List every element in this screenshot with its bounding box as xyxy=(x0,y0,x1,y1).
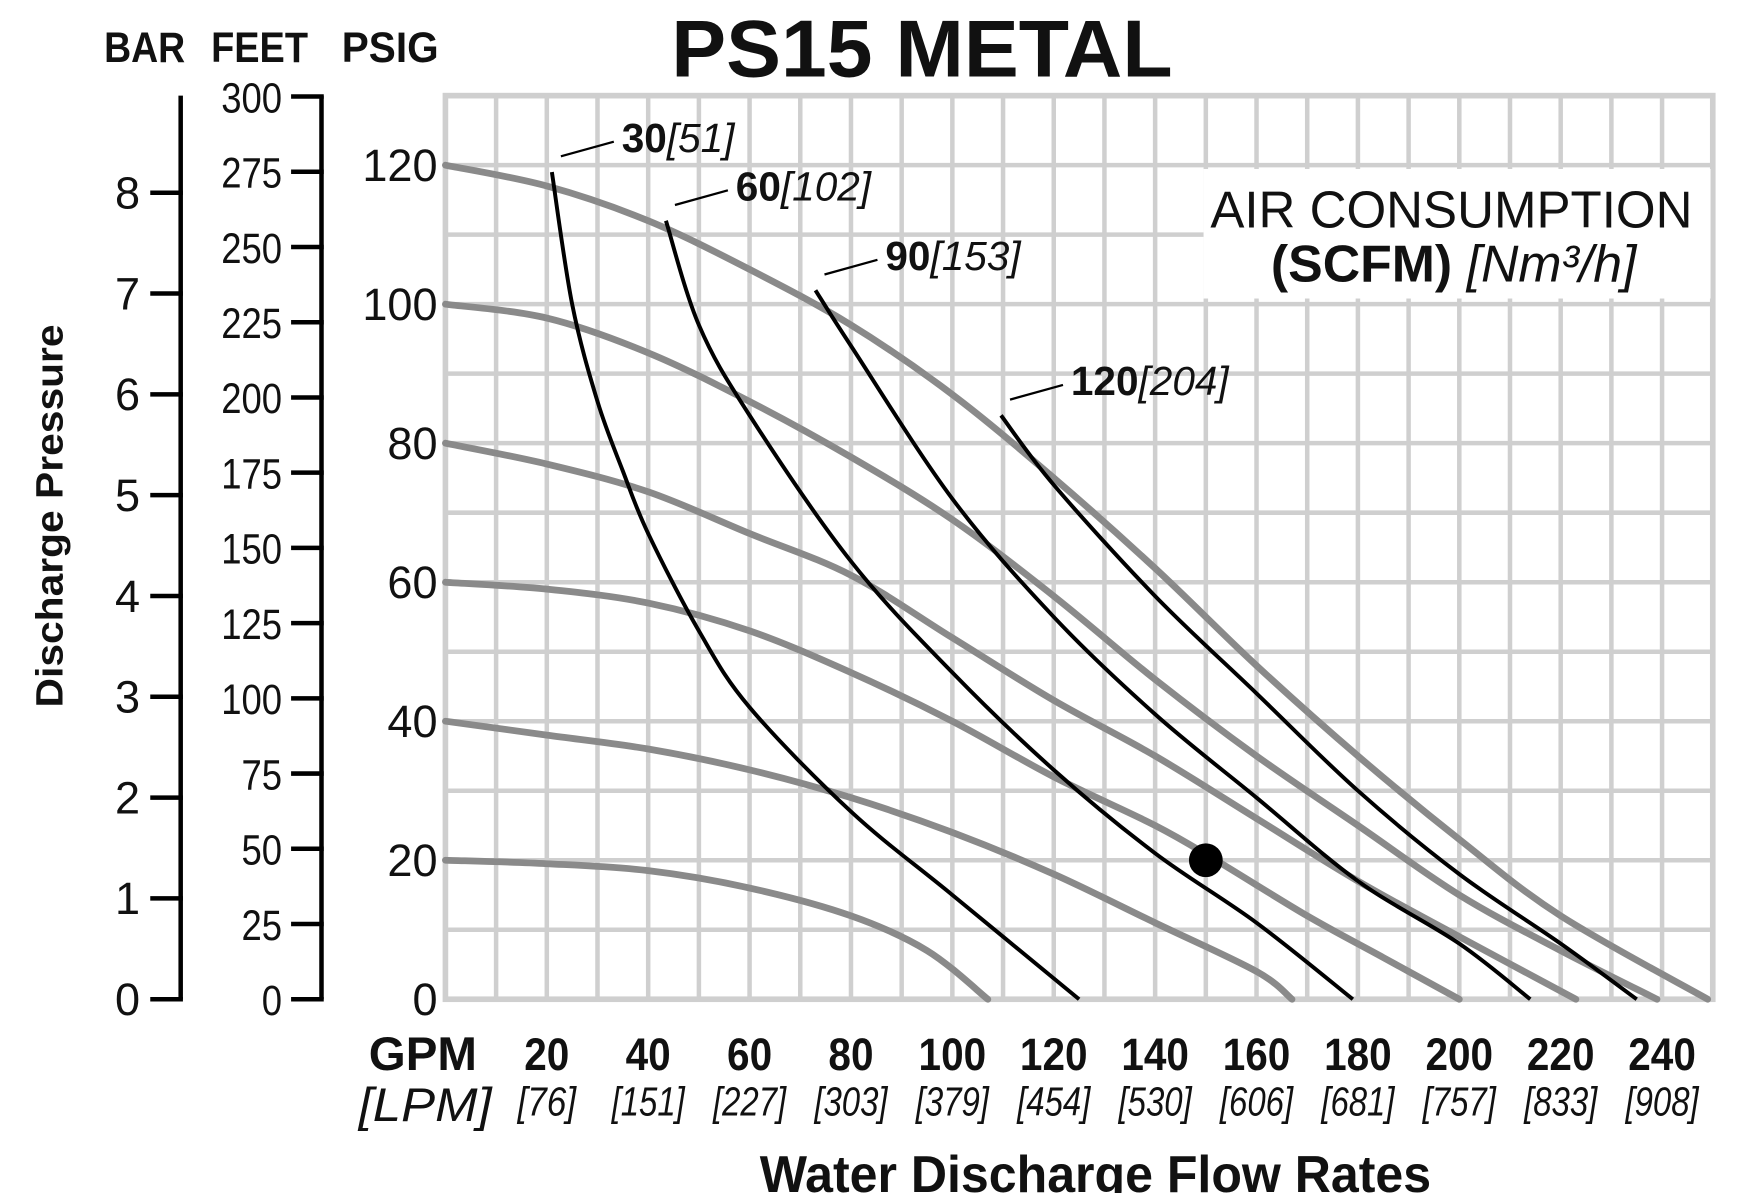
x-tick-lpm-label: [151] xyxy=(611,1078,686,1124)
air-consumption-curve xyxy=(813,289,1532,1001)
psig-tick-label: 80 xyxy=(387,418,437,469)
chart-title: PS15 METAL xyxy=(671,5,1172,95)
psig-tick-label: 120 xyxy=(362,140,437,191)
feet-tick-label: 100 xyxy=(221,676,282,724)
psig-axis-label: PSIG xyxy=(342,24,439,72)
bar-tick-label: 6 xyxy=(115,369,140,420)
legend-unit-bold: (SCFM) xyxy=(1271,235,1452,293)
x-tick-lpm-label: [757] xyxy=(1422,1078,1497,1124)
air-curve-label-leader xyxy=(560,140,615,158)
grid xyxy=(442,92,1716,1003)
x-tick-gpm-label: 80 xyxy=(828,1029,873,1080)
x-tick-lpm-label: [908] xyxy=(1625,1078,1700,1124)
air-curve-label-nm3h: [153] xyxy=(929,233,1022,279)
x-tick-lpm-label: [227] xyxy=(712,1078,787,1124)
air-curve-label-leader xyxy=(674,189,729,207)
air-curve-label: 60[102] xyxy=(736,163,873,209)
bar-tick-label: 2 xyxy=(115,772,140,823)
x-tick-gpm-label: 160 xyxy=(1223,1029,1291,1080)
pressure-curve xyxy=(442,161,1712,1003)
y-axis-title: Discharge Pressure xyxy=(28,324,71,707)
air-curve-label-scfm: 120 xyxy=(1071,358,1139,404)
legend-background xyxy=(1203,168,1711,299)
feet-tick-label: 0 xyxy=(262,977,282,1025)
x-tick-gpm-label: 100 xyxy=(919,1029,987,1080)
pressure-curve xyxy=(442,856,992,1003)
psig-tick-label: 40 xyxy=(387,696,437,747)
x-tick-lpm-label: [681] xyxy=(1320,1078,1395,1124)
feet-tick-label: 200 xyxy=(221,375,282,423)
x-tick-lpm-label: [833] xyxy=(1523,1078,1598,1124)
x-tick-lpm-label: [379] xyxy=(915,1078,990,1124)
x-tick-gpm-label: 200 xyxy=(1426,1029,1494,1080)
psig-tick-label: 60 xyxy=(387,557,437,608)
bar-axis-label: BAR xyxy=(104,24,185,72)
air-curve-label-nm3h: [204] xyxy=(1138,358,1231,404)
bar-tick-label: 1 xyxy=(115,873,140,924)
feet-tick-label: 150 xyxy=(221,526,282,574)
x-tick-gpm-label: 220 xyxy=(1527,1029,1595,1080)
x-axis-title: Water Discharge Flow Rates xyxy=(760,1145,1431,1193)
x-tick-lpm-label: [530] xyxy=(1118,1078,1193,1124)
psig-tick-label: 0 xyxy=(412,974,437,1025)
x-unit-secondary: [LPM] xyxy=(358,1079,494,1132)
air-curve-label-scfm: 90 xyxy=(885,233,930,279)
air-curve-label-leader xyxy=(1009,383,1064,401)
x-tick-lpm-label: [76] xyxy=(517,1078,578,1124)
feet-tick-label: 125 xyxy=(221,601,282,649)
air-curve-label-nm3h: [102] xyxy=(780,163,873,209)
x-tick-gpm-label: 240 xyxy=(1628,1029,1696,1080)
x-tick-gpm-label: 60 xyxy=(727,1029,772,1080)
feet-tick-label: 250 xyxy=(221,225,282,273)
bar-tick-label: 0 xyxy=(115,974,140,1025)
feet-tick-label: 50 xyxy=(242,827,283,875)
air-consumption-curve xyxy=(549,171,1081,1001)
x-tick-gpm-label: 120 xyxy=(1020,1029,1088,1080)
axes: 0204060801001200255075100125150175200225… xyxy=(115,74,1700,1124)
bar-tick-label: 4 xyxy=(115,571,140,622)
feet-tick-label: 225 xyxy=(221,300,282,348)
air-consumption-curve xyxy=(999,414,1638,1001)
feet-tick-label: 300 xyxy=(221,74,282,122)
x-tick-lpm-label: [454] xyxy=(1016,1078,1091,1124)
x-tick-lpm-label: [303] xyxy=(814,1078,889,1124)
air-curve-label-leader xyxy=(824,258,878,276)
x-tick-gpm-label: 140 xyxy=(1121,1029,1189,1080)
air-curve-label-nm3h: [51] xyxy=(666,115,736,161)
bar-tick-label: 8 xyxy=(115,168,140,219)
air-curve-label: 30[51] xyxy=(622,115,736,161)
air-curve-label-scfm: 30 xyxy=(622,115,667,161)
legend-title: AIR CONSUMPTION xyxy=(1210,181,1692,239)
feet-tick-label: 175 xyxy=(221,450,282,498)
air-curve-label: 90[153] xyxy=(885,233,1022,279)
psig-tick-label: 100 xyxy=(362,279,437,330)
pressure-curve xyxy=(442,300,1661,1003)
feet-tick-label: 275 xyxy=(221,150,282,198)
air-consumption-curve xyxy=(664,220,1355,1001)
x-tick-gpm-label: 40 xyxy=(626,1029,671,1080)
x-unit-primary: GPM xyxy=(369,1028,477,1081)
psig-tick-label: 20 xyxy=(387,835,437,886)
operating-point-marker xyxy=(1188,843,1223,878)
air-curve-label-scfm: 60 xyxy=(736,163,781,209)
bar-tick-label: 5 xyxy=(115,470,140,521)
pressure-curve xyxy=(442,578,1463,1003)
curves: 30[51]60[102] 90[153] 120[204] xyxy=(442,115,1712,1003)
pressure-curve xyxy=(442,717,1296,1003)
bar-tick-label: 3 xyxy=(115,672,140,723)
x-tick-gpm-label: 20 xyxy=(524,1029,569,1080)
legend-unit: (SCFM) [Nm³/h] xyxy=(1271,235,1638,293)
feet-tick-label: 25 xyxy=(242,902,283,950)
feet-axis-label: FEET xyxy=(211,24,308,72)
x-tick-gpm-label: 180 xyxy=(1324,1029,1392,1080)
legend-unit-italic: [Nm³/h] xyxy=(1466,235,1638,293)
air-curve-label: 120[204] xyxy=(1071,358,1231,404)
x-tick-lpm-label: [606] xyxy=(1219,1078,1294,1124)
feet-tick-label: 75 xyxy=(242,751,283,799)
bar-tick-label: 7 xyxy=(115,268,140,319)
